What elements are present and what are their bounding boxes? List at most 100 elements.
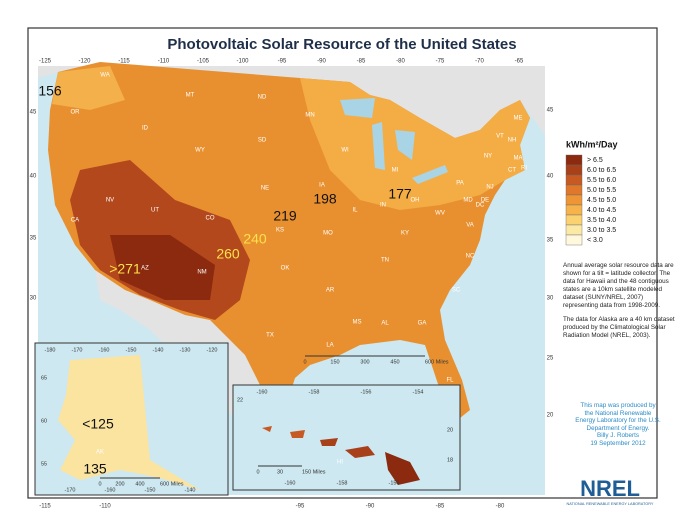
longitude-label: -115 bbox=[118, 59, 130, 65]
inset-tick: -160 bbox=[98, 347, 109, 353]
map-value: 177 bbox=[388, 186, 412, 202]
state-label: AK bbox=[96, 450, 104, 456]
note: The data for Alaska are a 40 km dataset … bbox=[563, 316, 675, 339]
credit-line: the National Renewable bbox=[584, 409, 652, 417]
state-label: TX bbox=[266, 333, 274, 339]
longitude-label: -120 bbox=[78, 59, 91, 65]
map-value: 156 bbox=[38, 83, 62, 99]
scale-label: 30 bbox=[277, 469, 283, 475]
state-label: AL bbox=[381, 321, 389, 327]
inset-tick: 60 bbox=[41, 418, 47, 424]
state-label: WA bbox=[100, 73, 109, 79]
inset-tick: -140 bbox=[152, 347, 163, 353]
legend-swatch bbox=[565, 214, 583, 226]
legend-swatch bbox=[565, 164, 583, 176]
longitude-label: -95 bbox=[296, 504, 305, 510]
longitude-label: -125 bbox=[39, 59, 52, 65]
state-label: TN bbox=[381, 258, 389, 264]
state-label: MT bbox=[186, 93, 195, 99]
state-label: MS bbox=[353, 320, 362, 326]
lake-superior bbox=[340, 98, 375, 118]
credit-line: This map was produced by bbox=[580, 402, 656, 409]
alaska bbox=[58, 355, 200, 490]
state-label: DE bbox=[481, 198, 489, 204]
state-label: NV bbox=[106, 198, 114, 204]
lake-erie bbox=[412, 165, 448, 184]
scale-label: 0 bbox=[98, 481, 101, 487]
state-label: ME bbox=[514, 116, 523, 122]
inset-tick: -156 bbox=[360, 389, 371, 395]
credit-line: Department of Energy. bbox=[586, 424, 650, 432]
state-label: IN bbox=[380, 203, 386, 209]
scale-label: 200 bbox=[115, 481, 124, 487]
state-label: AZ bbox=[141, 266, 149, 272]
island bbox=[345, 446, 375, 458]
longitude-label: -110 bbox=[158, 59, 170, 65]
scale-label: 400 bbox=[135, 481, 144, 487]
southwest-core bbox=[110, 235, 215, 300]
scale-label: 0 bbox=[256, 469, 259, 475]
longitude-label: -90 bbox=[317, 59, 326, 65]
state-label: OH bbox=[411, 198, 420, 204]
legend-swatch bbox=[565, 204, 583, 216]
latitude-label: 35 bbox=[30, 236, 37, 242]
longitude-label: -100 bbox=[236, 59, 249, 65]
longitude-label: -115 bbox=[39, 504, 51, 510]
latitude-label: 45 bbox=[30, 110, 37, 116]
state-label: DC bbox=[476, 203, 485, 209]
legend-label: 3.5 to 4.0 bbox=[587, 217, 616, 224]
island bbox=[290, 430, 305, 438]
scale-label: 600 Miles bbox=[425, 359, 449, 365]
legend-label: 5.0 to 5.5 bbox=[587, 187, 616, 194]
island bbox=[262, 426, 272, 432]
legend-label: 4.0 to 4.5 bbox=[587, 207, 616, 214]
state-label: HI bbox=[337, 460, 343, 466]
map-value: >271 bbox=[109, 261, 141, 277]
longitude-label: -95 bbox=[278, 59, 287, 65]
state-label: SC bbox=[452, 288, 461, 294]
state-label: MN bbox=[305, 113, 314, 119]
legend-label: > 6.5 bbox=[587, 157, 603, 164]
state-label: OK bbox=[281, 266, 290, 272]
map-value: 135 bbox=[83, 461, 107, 477]
inset-tick: -160 bbox=[256, 389, 267, 395]
state-label: NY bbox=[484, 154, 492, 160]
state-label: MD bbox=[463, 198, 473, 204]
state-label: ND bbox=[258, 95, 267, 101]
credit-line: Energy Laboratory for the U.S. bbox=[575, 417, 661, 425]
legend-label: 6.0 to 6.5 bbox=[587, 167, 616, 174]
map-value: 260 bbox=[216, 246, 240, 262]
legend-swatch bbox=[565, 234, 583, 246]
state-label: FL bbox=[446, 378, 454, 384]
longitude-label: -90 bbox=[366, 504, 375, 510]
state-label: SD bbox=[258, 138, 267, 144]
latitude-label: 30 bbox=[547, 296, 554, 302]
inset-tick: -120 bbox=[206, 347, 217, 353]
lake-huron bbox=[395, 130, 415, 160]
scale-label: 150 Miles bbox=[302, 469, 326, 475]
state-label: UT bbox=[151, 208, 159, 214]
longitude-label: -80 bbox=[496, 504, 505, 510]
legend-swatch bbox=[565, 154, 583, 166]
state-label: MI bbox=[392, 168, 399, 174]
inset-tick: -160 bbox=[104, 487, 115, 493]
state-label: CT bbox=[508, 168, 516, 174]
state-label: VA bbox=[466, 223, 474, 229]
inset-tick: -156 bbox=[388, 480, 399, 486]
state-label: KS bbox=[276, 228, 284, 234]
inset-tick: -130 bbox=[179, 347, 190, 353]
longitude-label: -70 bbox=[475, 59, 484, 65]
state-label: MO bbox=[323, 231, 333, 237]
credit-line: Billy J. Roberts bbox=[597, 432, 639, 440]
island bbox=[385, 452, 420, 485]
map-value: <125 bbox=[82, 416, 114, 432]
state-label: WY bbox=[195, 148, 205, 154]
inset-tick: -158 bbox=[336, 480, 347, 486]
logo: NREL bbox=[580, 476, 640, 501]
scale-label: 150 bbox=[330, 359, 339, 365]
legend-title: kWh/m²/Day bbox=[566, 139, 618, 149]
state-label: OR bbox=[71, 110, 81, 116]
latitude-label: 40 bbox=[30, 174, 37, 180]
